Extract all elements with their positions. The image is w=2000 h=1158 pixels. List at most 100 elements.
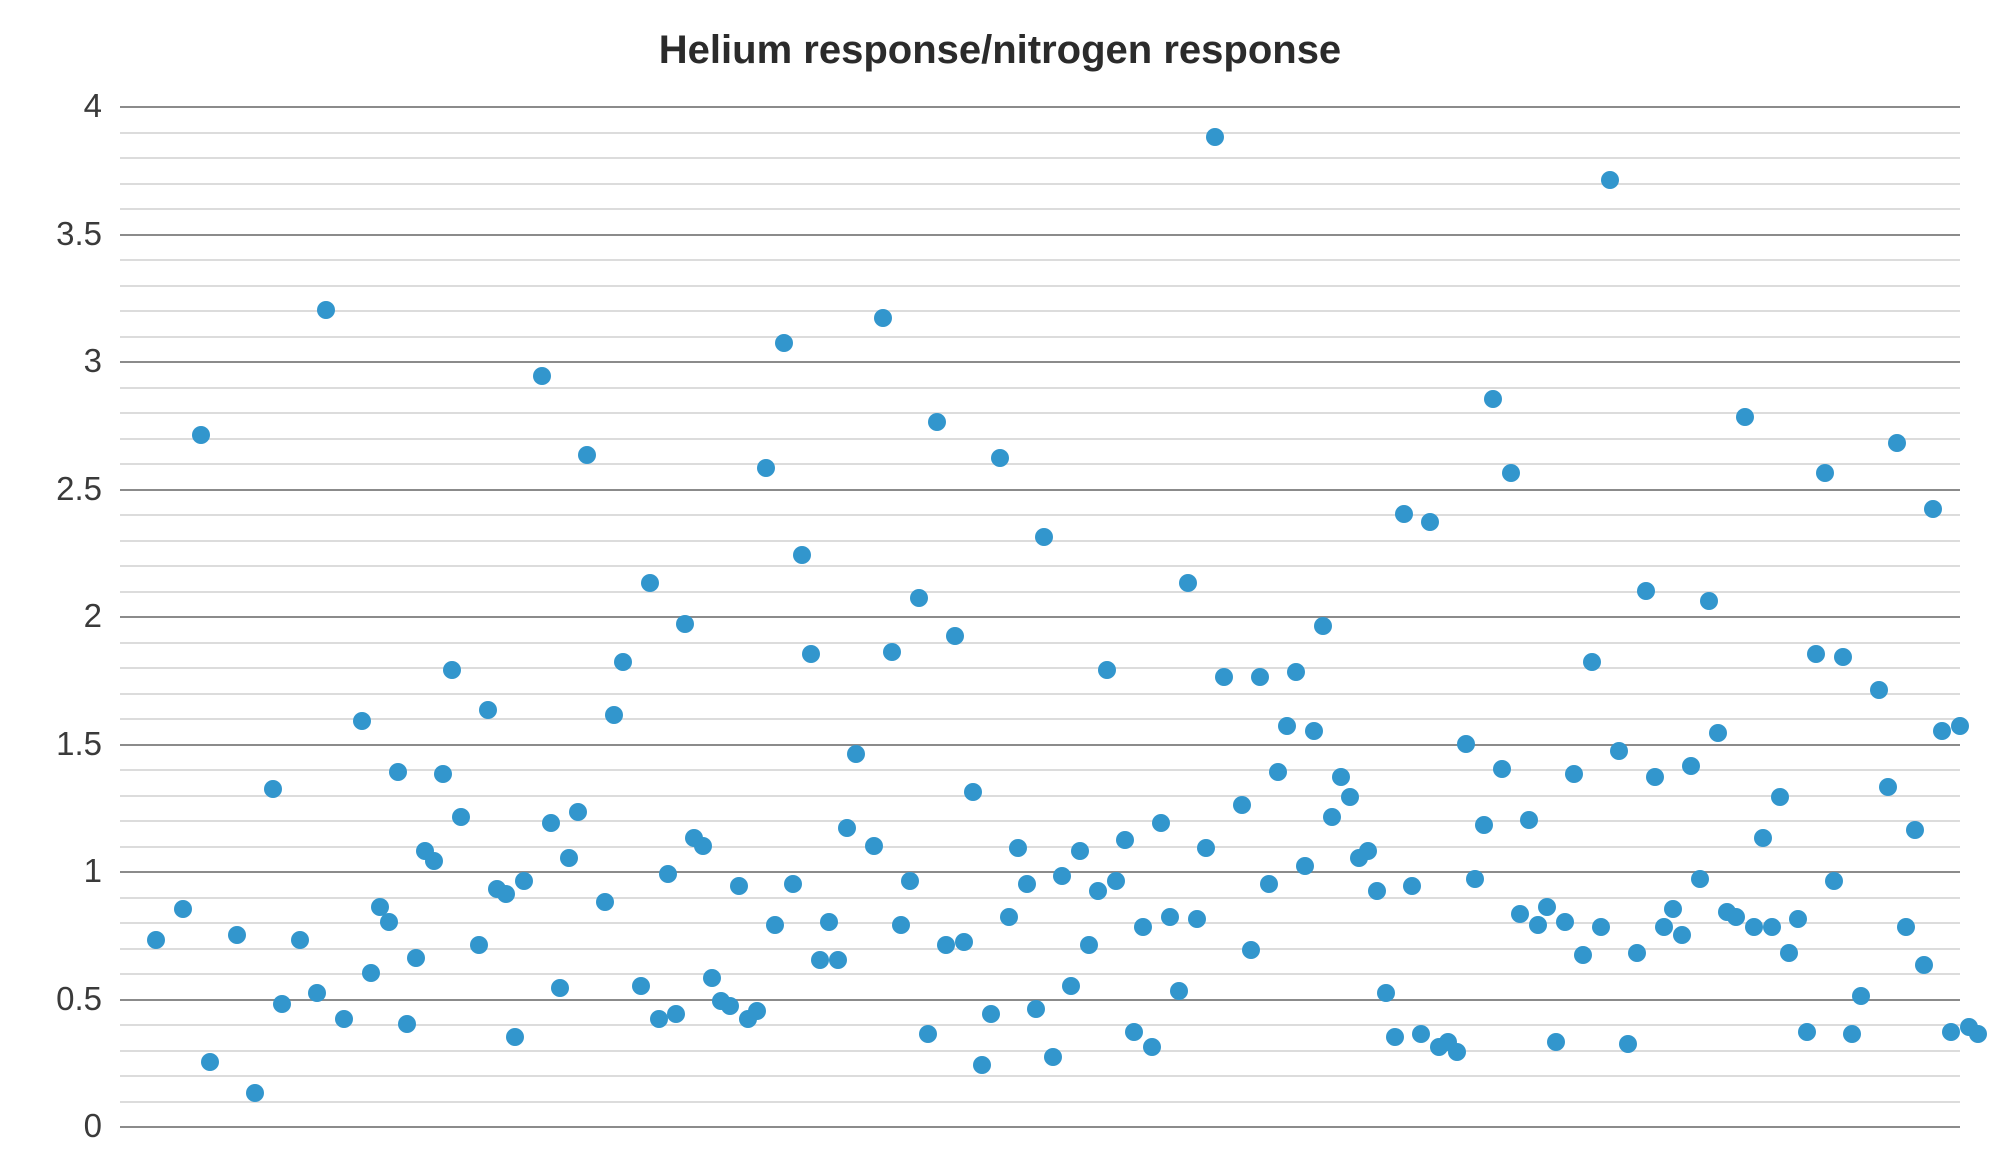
data-point [1700,592,1718,610]
data-point [632,977,650,995]
data-point [1628,944,1646,962]
data-point [820,913,838,931]
data-point [1287,663,1305,681]
data-point [201,1053,219,1071]
data-point [1511,905,1529,923]
data-point [1502,464,1520,482]
data-point [1080,936,1098,954]
data-point [389,763,407,781]
data-point [1673,926,1691,944]
gridline-minor [120,795,1960,797]
y-tick-label: 0.5 [56,980,120,1018]
gridline-major [120,361,1960,363]
plot-area: 00.511.522.533.54 [120,106,1960,1126]
data-point [533,367,551,385]
data-point [1323,808,1341,826]
data-point [973,1056,991,1074]
gridline-minor [120,336,1960,338]
gridline-minor [120,820,1960,822]
data-point [497,885,515,903]
data-point [1035,528,1053,546]
data-point [811,951,829,969]
data-point [578,446,596,464]
data-point [883,643,901,661]
data-point [1583,653,1601,671]
gridline-minor [120,1101,1960,1103]
data-point [775,334,793,352]
data-point [1341,788,1359,806]
y-tick-label: 3 [84,342,120,380]
y-tick-label: 4 [84,87,120,125]
data-point [667,1005,685,1023]
data-point [865,837,883,855]
data-point [596,893,614,911]
gridline-minor [120,310,1960,312]
data-point [1475,816,1493,834]
data-point [919,1025,937,1043]
data-point [1188,910,1206,928]
data-point [1951,717,1969,735]
data-point [829,951,847,969]
data-point [1053,867,1071,885]
gridline-minor [120,438,1960,440]
data-point [1942,1023,1960,1041]
data-point [991,449,1009,467]
data-point [380,913,398,931]
gridline-minor [120,642,1960,644]
data-point [1610,742,1628,760]
data-point [1888,434,1906,452]
data-point [1556,913,1574,931]
data-point [1314,617,1332,635]
data-point [506,1028,524,1046]
data-point [246,1084,264,1102]
data-point [317,301,335,319]
gridline-minor [120,412,1960,414]
data-point [1619,1035,1637,1053]
gridline-major [120,106,1960,108]
gridline-minor [120,463,1960,465]
data-point [542,814,560,832]
data-point [614,653,632,671]
data-point [1098,661,1116,679]
data-point [353,712,371,730]
data-point [398,1015,416,1033]
data-point [1969,1025,1987,1043]
data-point [1763,918,1781,936]
data-point [1574,946,1592,964]
data-point [264,780,282,798]
data-point [1870,681,1888,699]
data-point [1924,500,1942,518]
data-point [1296,857,1314,875]
data-point [1107,872,1125,890]
data-point [838,819,856,837]
data-point [641,574,659,592]
data-point [479,701,497,719]
data-point [703,969,721,987]
data-point [1018,875,1036,893]
data-point [1879,778,1897,796]
gridline-minor [120,514,1960,516]
gridline-major [120,489,1960,491]
data-point [1834,648,1852,666]
data-point [1089,882,1107,900]
data-point [1736,408,1754,426]
data-point [901,872,919,890]
data-point [1403,877,1421,895]
data-point [928,413,946,431]
data-point [1386,1028,1404,1046]
data-point [1197,839,1215,857]
gridline-minor [120,565,1960,567]
data-point [1152,814,1170,832]
data-point [605,706,623,724]
data-point [362,964,380,982]
data-point [1484,390,1502,408]
data-point [560,849,578,867]
data-point [874,309,892,327]
data-point [192,426,210,444]
chart-title: Helium response/nitrogen response [0,28,2000,73]
gridline-minor [120,948,1960,950]
data-point [748,1002,766,1020]
gridline-minor [120,718,1960,720]
data-point [1009,839,1027,857]
gridline-minor [120,591,1960,593]
